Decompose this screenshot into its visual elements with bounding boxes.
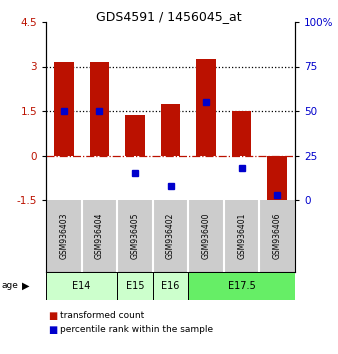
- Bar: [232, 111, 251, 155]
- Text: E17.5: E17.5: [228, 281, 256, 291]
- Text: E14: E14: [72, 281, 91, 291]
- Text: ■: ■: [48, 325, 57, 335]
- Text: E16: E16: [161, 281, 180, 291]
- Text: GSM936406: GSM936406: [273, 213, 282, 259]
- Bar: [161, 104, 180, 155]
- Bar: [54, 62, 74, 155]
- Text: GDS4591 / 1456045_at: GDS4591 / 1456045_at: [96, 10, 242, 23]
- Bar: [125, 115, 145, 155]
- Text: transformed count: transformed count: [60, 312, 144, 320]
- Text: GSM936401: GSM936401: [237, 213, 246, 259]
- Text: ■: ■: [48, 311, 57, 321]
- Text: GSM936404: GSM936404: [95, 213, 104, 259]
- Text: GSM936402: GSM936402: [166, 213, 175, 259]
- Bar: [90, 62, 109, 155]
- Bar: [117, 272, 153, 300]
- Bar: [267, 155, 287, 200]
- Bar: [196, 59, 216, 155]
- Text: E15: E15: [126, 281, 144, 291]
- Text: percentile rank within the sample: percentile rank within the sample: [60, 325, 213, 335]
- Bar: [46, 272, 117, 300]
- Text: GSM936403: GSM936403: [59, 213, 68, 259]
- Bar: [153, 272, 188, 300]
- Text: ▶: ▶: [22, 281, 29, 291]
- Text: age: age: [2, 281, 19, 291]
- Bar: [188, 272, 295, 300]
- Text: GSM936400: GSM936400: [201, 213, 211, 259]
- Text: GSM936405: GSM936405: [130, 213, 140, 259]
